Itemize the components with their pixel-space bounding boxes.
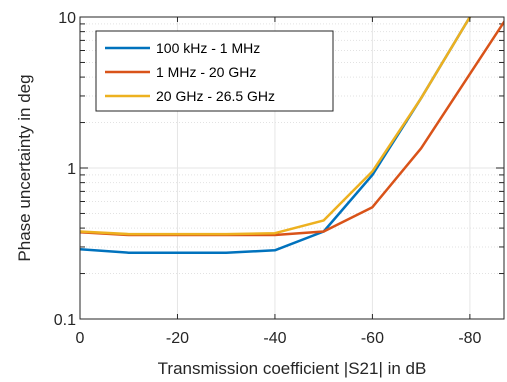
legend-label: 20 GHz - 26.5 GHz xyxy=(156,88,275,104)
series-lines xyxy=(80,17,504,254)
legend-label: 100 kHz - 1 MHz xyxy=(156,40,260,56)
y-tick-label: 10 xyxy=(58,10,76,27)
legend: 100 kHz - 1 MHz 1 MHz - 20 GHz 20 GHz - 26… xyxy=(95,30,334,112)
y-axis-label: Phase uncertainty in deg xyxy=(15,74,34,261)
legend-label: 1 MHz - 20 GHz xyxy=(156,64,256,80)
y-axis: 0.1 1 10 xyxy=(54,10,504,329)
y-tick-label: 0.1 xyxy=(54,312,76,329)
x-tick-label: -20 xyxy=(166,330,189,347)
x-tick-label: 0 xyxy=(76,330,85,347)
series-line xyxy=(80,17,472,236)
y-tick-label: 1 xyxy=(67,161,76,178)
minor-grid xyxy=(80,23,504,275)
x-axis: 0 -20 -40 -60 -80 xyxy=(76,17,482,347)
x-tick-label: -60 xyxy=(361,330,384,347)
x-axis-label: Transmission coefficient |S21| in dB xyxy=(158,359,427,378)
x-tick-label: -80 xyxy=(458,330,481,347)
x-tick-label: -40 xyxy=(263,330,286,347)
